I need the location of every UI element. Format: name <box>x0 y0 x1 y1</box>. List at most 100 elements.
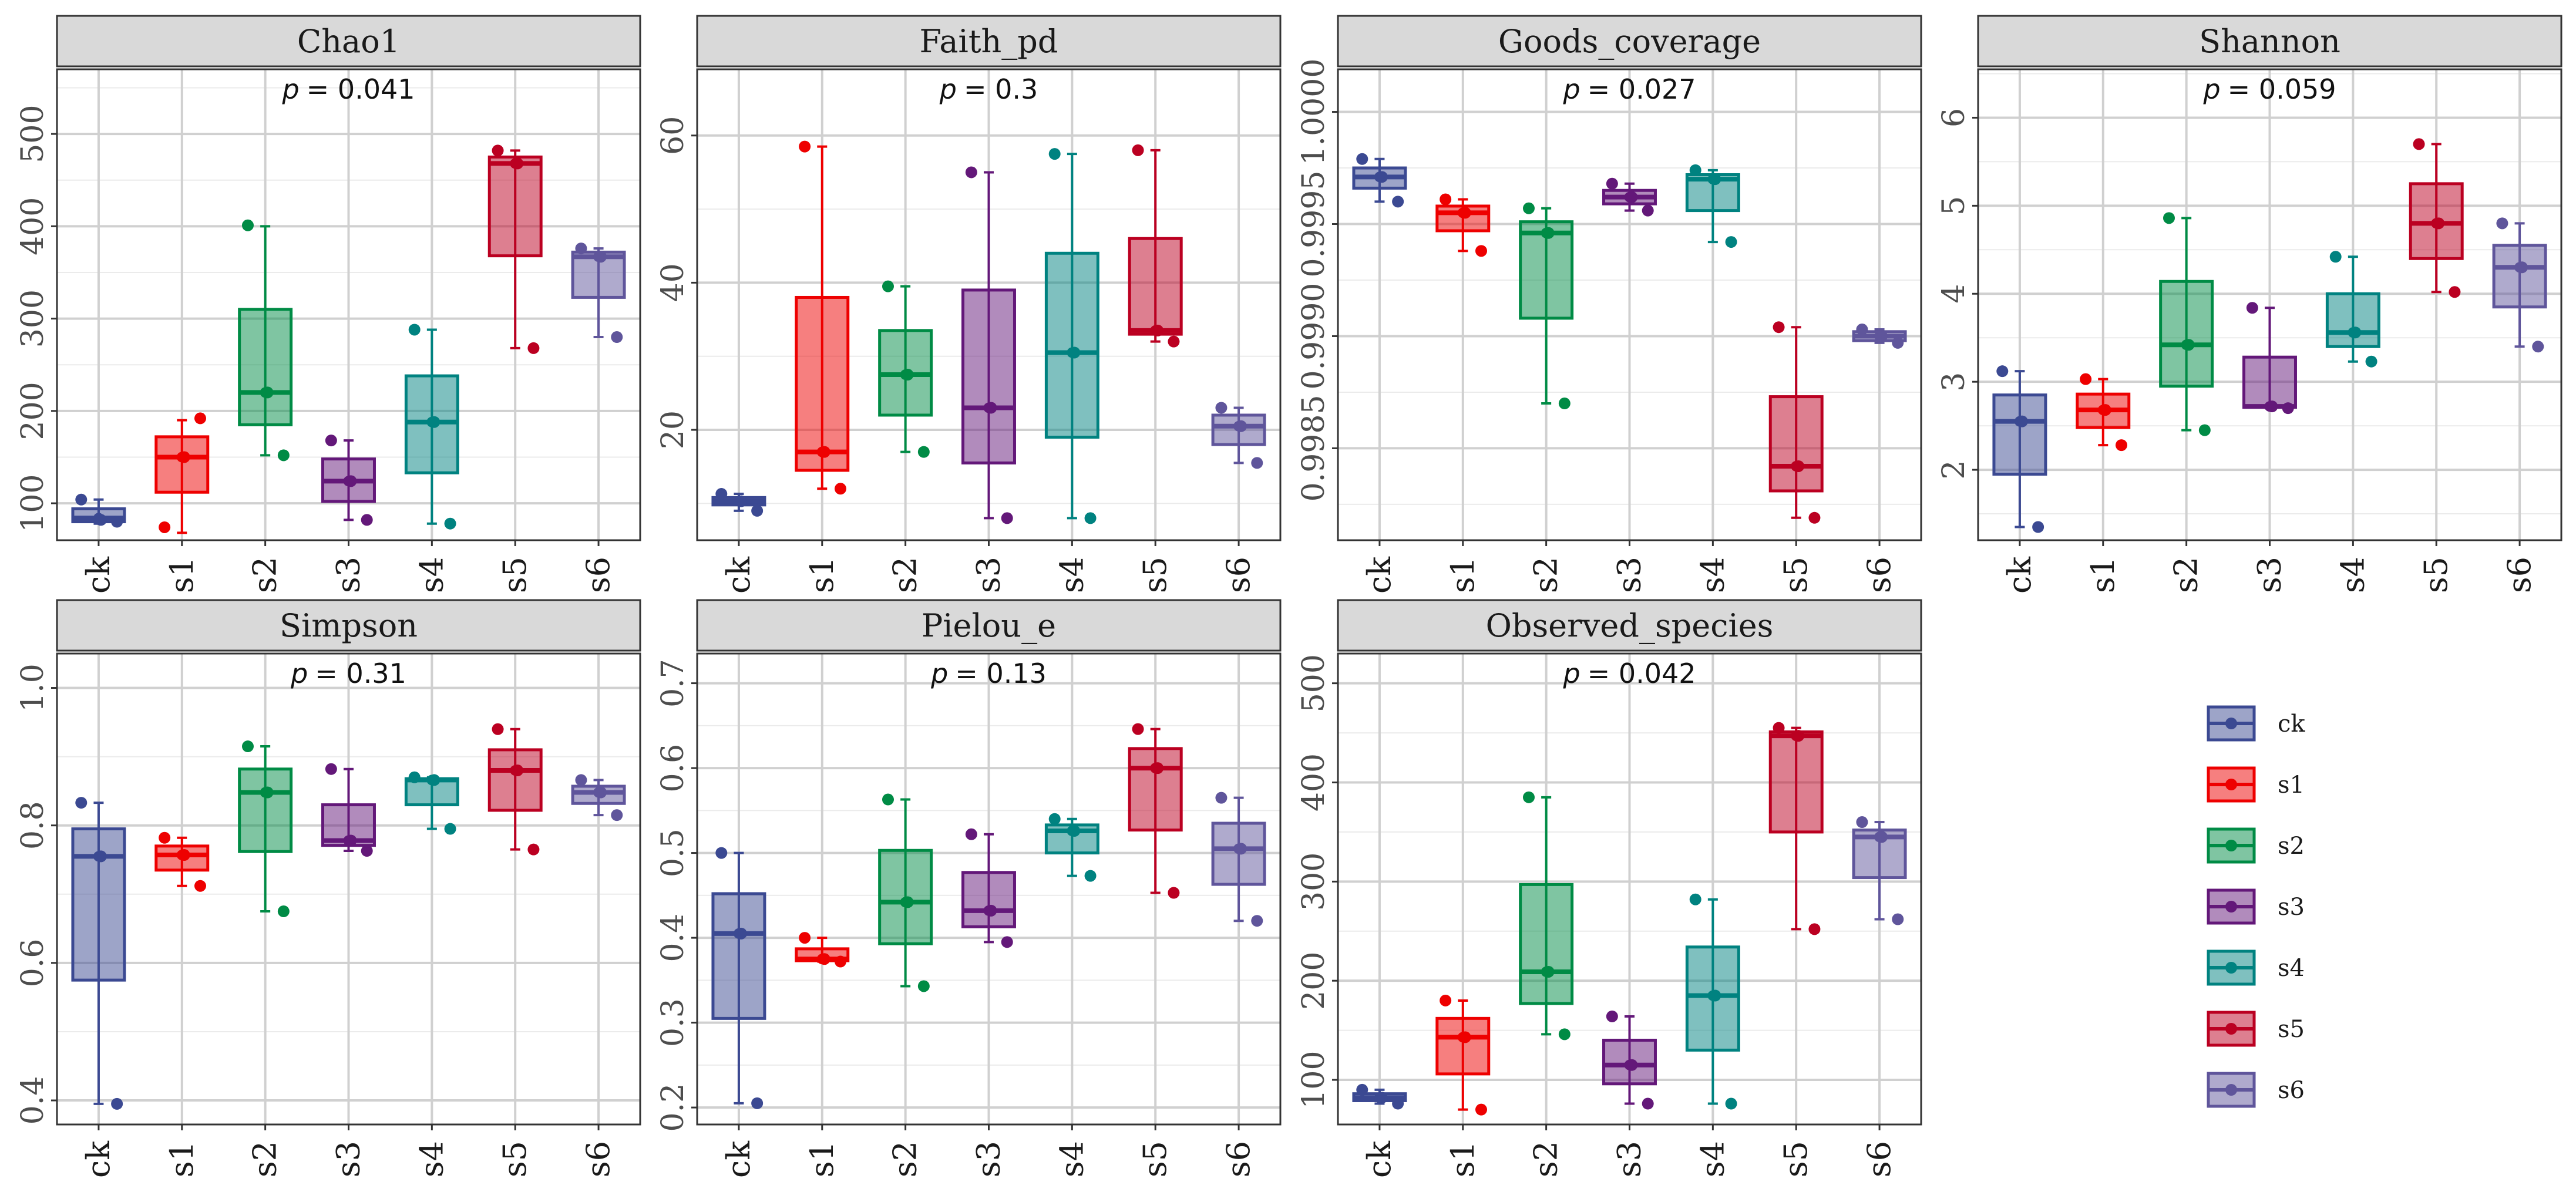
box-body <box>1519 883 1574 1005</box>
median-point <box>1374 171 1385 183</box>
data-point <box>1048 148 1061 160</box>
data-point <box>111 1097 123 1110</box>
box-s6 <box>1211 792 1266 927</box>
y-tick-label: 0.6 <box>655 744 691 793</box>
x-tick-label: s5 <box>1136 1141 1173 1177</box>
box-s1 <box>1435 994 1491 1116</box>
box-body <box>487 155 543 258</box>
x-tick-label: s2 <box>887 1141 924 1177</box>
x-tick-label: s4 <box>1694 557 1731 593</box>
data-point <box>917 980 930 992</box>
y-tick-label: 0.5 <box>655 829 691 877</box>
x-tick-label: s6 <box>2501 557 2538 593</box>
p-value-text: = 0.3 <box>964 73 1038 105</box>
legend-label: s4 <box>2278 955 2305 982</box>
data-point <box>2282 402 2294 415</box>
data-point <box>159 831 171 844</box>
box-s2 <box>238 219 293 462</box>
p-value-label: p <box>1562 73 1580 105</box>
box-body <box>711 892 766 1020</box>
box-body <box>2325 292 2380 348</box>
box-body <box>1128 237 1183 336</box>
median-point <box>1233 843 1245 854</box>
median-point <box>593 787 604 798</box>
box-s4 <box>1044 813 1099 882</box>
x-tick-label: s5 <box>1136 557 1173 593</box>
box-body <box>795 295 850 472</box>
x-tick-label: s6 <box>1220 557 1257 593</box>
data-point <box>834 955 846 968</box>
data-point <box>241 740 254 753</box>
x-tick-label: s1 <box>803 1141 840 1177</box>
panel-strip <box>696 599 1282 652</box>
median-point <box>1791 730 1802 742</box>
panel-border <box>696 68 1282 541</box>
median-point <box>816 446 828 457</box>
x-tick-label: ck <box>720 556 757 594</box>
median-point <box>1707 990 1719 1001</box>
box-body <box>2159 280 2214 388</box>
panel-chao1: Chao1 100 200 300 400 500 p = 0.041 ck s1 s2 s3 s4 s5… <box>15 15 641 594</box>
data-point <box>1522 791 1535 803</box>
median-point <box>2181 339 2192 351</box>
x-tick-label: s1 <box>1444 557 1481 593</box>
median-point <box>2014 416 2025 427</box>
box-s6 <box>571 243 626 344</box>
box-ck <box>1992 365 2047 533</box>
y-tick-label: 100 <box>1296 1050 1331 1109</box>
data-point <box>1808 923 1821 935</box>
data-point <box>1558 1028 1571 1041</box>
box-body <box>1044 251 1099 439</box>
data-point <box>2163 212 2175 224</box>
p-value-annotation: p = 0.13 <box>930 658 1047 689</box>
x-tick-label: s3 <box>330 1141 367 1177</box>
box-ck <box>711 847 766 1109</box>
legend-key-point <box>2225 1084 2237 1096</box>
y-tick-label: 200 <box>1296 952 1331 1010</box>
data-point <box>1392 196 1404 208</box>
median-point <box>93 513 104 524</box>
box-s1 <box>154 412 210 534</box>
data-point <box>75 493 88 506</box>
box-body <box>961 871 1016 928</box>
y-tick-label: 0.4 <box>15 1076 51 1125</box>
y-tick-label: 400 <box>15 197 51 255</box>
box-s5 <box>487 144 543 354</box>
data-point <box>2449 286 2461 298</box>
data-point <box>1689 893 1701 905</box>
y-tick-label: 0.3 <box>655 998 691 1047</box>
data-point <box>75 797 88 809</box>
y-tick-label: 1.0000 <box>1296 59 1331 166</box>
panel-shannon: Shannon 2 3 4 5 6 p = 0.059 ck s1 s2 s3 s4 s5 s6 <box>1936 15 2562 594</box>
data-point <box>159 521 171 533</box>
box-s2 <box>1519 202 1574 410</box>
box-body <box>1992 393 2047 476</box>
box-body <box>1768 395 1824 493</box>
y-tick-label: 40 <box>655 263 691 302</box>
x-tick-label: s1 <box>163 557 200 593</box>
data-point <box>361 845 373 857</box>
p-value-label: p <box>2202 73 2220 105</box>
data-point <box>408 771 421 783</box>
data-point <box>325 435 337 447</box>
box-s1 <box>795 140 850 495</box>
legend-label: s5 <box>2278 1016 2305 1043</box>
data-point <box>1392 1097 1404 1110</box>
p-value-text: = 0.31 <box>315 658 406 689</box>
p-value-label: p <box>281 73 299 105</box>
legend: ck s1 s2 s3 s4 s5 s6 <box>2207 705 2305 1108</box>
data-point <box>751 504 764 517</box>
x-tick-label: s2 <box>887 557 924 593</box>
box-s6 <box>1211 402 1266 469</box>
legend-item-s1: s1 <box>2207 766 2305 803</box>
y-tick-label: 400 <box>1296 753 1331 811</box>
y-tick-label: 200 <box>15 382 51 440</box>
x-tick-label: s3 <box>330 557 367 593</box>
panel-title: Simpson <box>280 607 418 644</box>
legend-key-point <box>2225 1023 2237 1035</box>
median-point <box>1541 227 1552 238</box>
box-s5 <box>2409 138 2464 298</box>
legend-item-s6: s6 <box>2207 1072 2305 1108</box>
data-point <box>1606 1010 1618 1022</box>
median-point <box>426 775 438 786</box>
